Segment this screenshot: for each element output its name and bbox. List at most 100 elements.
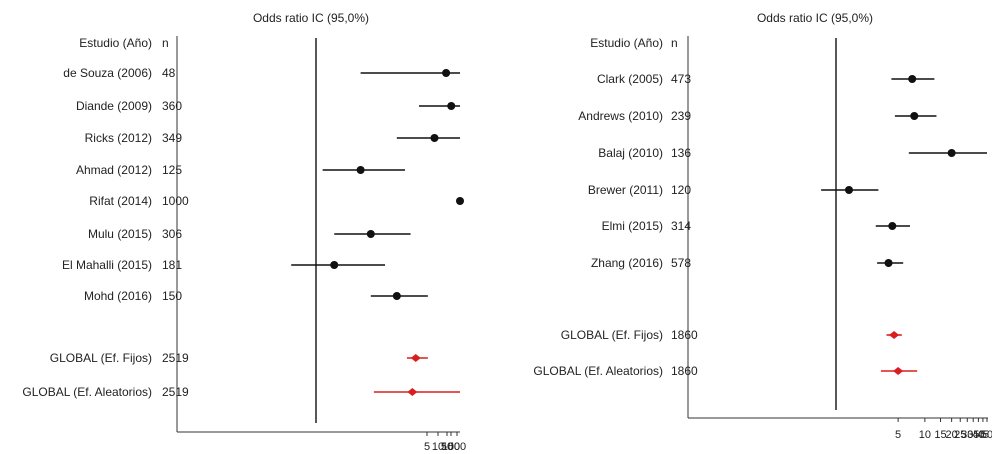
study-label: El Mahalli (2015) [62,258,152,272]
rows-left: de Souza (2006) 48 Diande (2009) 360 Ricks (… [22,66,464,399]
point-estimate-marker [456,197,464,205]
sample-size: 314 [671,219,691,233]
global-row: GLOBAL (Ef. Aleatorios) 2519 [22,385,460,399]
x-tick-label: 35 [967,429,979,441]
x-tick-label: 30 [961,429,973,441]
sample-size: 473 [671,72,691,86]
study-row: Zhang (2016) 578 [591,256,904,270]
point-estimate-marker [330,261,339,269]
study-row: El Mahalli (2015) 181 [62,258,386,272]
study-row: Balaj (2010) 136 [598,146,988,160]
chart-title-right: Odds ratio IC (95,0%) [757,11,873,25]
study-row: Ricks (2012) 349 [85,131,460,145]
sample-size: 2519 [162,385,189,399]
sample-size: 125 [162,163,182,177]
sample-size: 136 [671,146,691,160]
study-label: Ricks (2012) [85,131,152,145]
point-estimate-marker [447,102,456,110]
study-row: de Souza (2006) 48 [63,66,460,80]
rows-right: Clark (2005) 473 Andrews (2010) 239 Balaj (2… [533,72,988,378]
study-row: Ahmad (2012) 125 [76,163,406,177]
point-estimate-marker [366,230,375,238]
forest-plot-right: Odds ratio IC (95,0%) Estudio (Año) n Cl… [533,11,992,441]
sample-size: 48 [162,66,176,80]
x-tick-label: 10 [432,441,444,453]
study-label: GLOBAL (Ef. Fijos) [561,328,663,342]
x-tick-label: 10 [919,429,931,441]
study-label: GLOBAL (Ef. Aleatorios) [22,385,152,399]
study-label: Zhang (2016) [591,256,663,270]
global-row: GLOBAL (Ef. Fijos) 2519 [50,351,428,365]
study-label: Ahmad (2012) [76,163,152,177]
x-tick-label: 50 [981,429,992,441]
point-estimate-marker [910,112,919,120]
x-tick-label: 5 [895,429,901,441]
study-label: Clark (2005) [597,72,663,86]
x-tick-label: 40 [972,429,984,441]
header-n-left: n [162,36,169,50]
study-label: Andrews (2010) [578,109,663,123]
point-estimate-marker [430,134,439,142]
study-label: Mulu (2015) [88,227,152,241]
study-row: Clark (2005) 473 [597,72,935,86]
pooled-estimate-marker [893,367,904,375]
sample-size: 181 [162,258,182,272]
point-estimate-marker [908,75,917,83]
sample-size: 349 [162,131,182,145]
study-row: Elmi (2015) 314 [602,219,910,233]
pooled-estimate-marker [889,331,900,339]
pooled-estimate-marker [410,354,421,362]
sample-size: 2519 [162,351,189,365]
point-estimate-marker [392,292,401,300]
global-row: GLOBAL (Ef. Fijos) 1860 [561,328,902,342]
x-tick-label: 50 [441,441,453,453]
study-label: Rifat (2014) [89,194,152,208]
study-label: GLOBAL (Ef. Aleatorios) [533,364,663,378]
point-estimate-marker [888,222,897,230]
sample-size: 578 [671,256,691,270]
global-row: GLOBAL (Ef. Aleatorios) 1860 [533,364,918,378]
x-tick-label: 100 [442,441,460,453]
header-study-right: Estudio (Año) [590,36,663,50]
study-label: GLOBAL (Ef. Fijos) [50,351,152,365]
forest-plot-left: Odds ratio IC (95,0%) Estudio (Año) n de… [22,11,466,453]
study-label: Balaj (2010) [598,146,663,160]
sample-size: 1860 [671,364,698,378]
x-tick-label: 20 [946,429,958,441]
study-row: Diande (2009) 360 [76,99,460,113]
sample-size: 120 [671,183,691,197]
study-label: Brewer (2011) [588,183,663,197]
header-n-right: n [671,36,678,50]
study-row: Brewer (2011) 120 [588,183,879,197]
study-label: de Souza (2006) [63,66,152,80]
point-estimate-marker [947,149,956,157]
x-tick-label: 15 [934,429,946,441]
sample-size: 360 [162,99,182,113]
study-label: Mohd (2016) [84,289,152,303]
sample-size: 150 [162,289,182,303]
sample-size: 306 [162,227,182,241]
sample-size: 1860 [671,328,698,342]
x-tick-label: 45 [977,429,989,441]
study-row: Mulu (2015) 306 [88,227,411,241]
study-row: Andrews (2010) 239 [578,109,937,123]
x-tick-label: 5 [424,441,430,453]
pooled-estimate-marker [407,388,418,396]
study-row: Mohd (2016) 150 [84,289,428,303]
sample-size: 1000 [162,194,189,208]
point-estimate-marker [442,69,451,77]
point-estimate-marker [356,166,365,174]
study-row: Rifat (2014) 1000 [89,194,464,208]
chart-title-left: Odds ratio IC (95,0%) [253,11,369,25]
x-tick-label: 25 [954,429,966,441]
study-label: Elmi (2015) [602,219,663,233]
point-estimate-marker [884,259,893,267]
x-tick-label: 500 [448,441,466,453]
point-estimate-marker [844,186,853,194]
sample-size: 239 [671,109,691,123]
study-label: Diande (2009) [76,99,152,113]
header-study-left: Estudio (Año) [79,36,152,50]
